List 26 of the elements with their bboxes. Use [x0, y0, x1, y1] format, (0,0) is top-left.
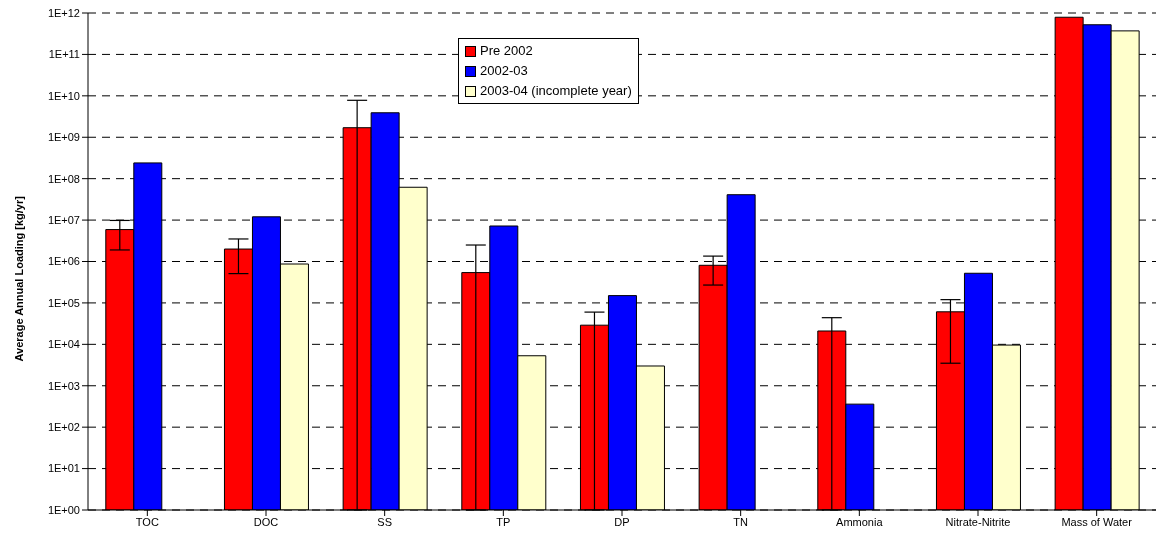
legend-label: 2002-03: [480, 62, 528, 80]
x-tick-label: DP: [614, 515, 630, 528]
y-tick-label: 1E+08: [47, 172, 80, 185]
y-tick-label: 1E+04: [47, 338, 80, 351]
x-tick-label: DOC: [253, 515, 279, 528]
y-tick-label: 1E+12: [47, 6, 80, 19]
y-tick-label: 1E+06: [47, 255, 80, 268]
x-tick-label: TN: [733, 515, 749, 528]
x-tick-label: SS: [377, 515, 393, 528]
x-tick-label: TP: [496, 515, 511, 528]
y-tick-label: 1E+11: [48, 48, 80, 61]
legend-label: 2003-04 (incomplete year): [480, 82, 632, 100]
x-tick-label: Ammonia: [836, 515, 884, 528]
y-axis-title: Average Annual Loading [kg/yr]: [12, 195, 25, 362]
y-tick-label: 1E+05: [47, 296, 80, 309]
y-tick-label: 1E+00: [47, 503, 80, 516]
x-tick-label: Nitrate-Nitrite: [945, 515, 1011, 528]
y-tick-label: 1E+01: [47, 462, 80, 475]
x-tick-label: Mass of Water: [1061, 515, 1133, 528]
y-tick-label: 1E+03: [47, 379, 80, 392]
y-tick-label: 1E+10: [47, 89, 80, 102]
x-tick-label: TOC: [135, 515, 159, 528]
legend-label: Pre 2002: [480, 42, 533, 60]
y-tick-label: 1E+02: [47, 421, 80, 434]
y-tick-label: 1E+07: [47, 213, 80, 226]
y-tick-label: 1E+09: [47, 131, 80, 144]
